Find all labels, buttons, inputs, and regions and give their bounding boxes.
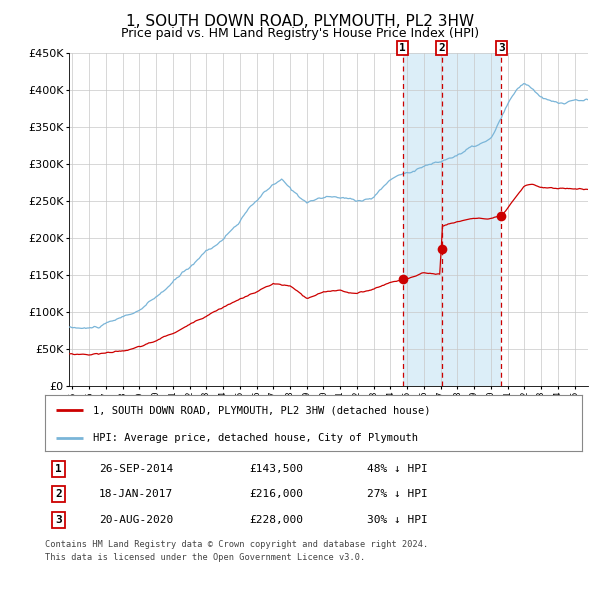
Text: 1: 1 bbox=[399, 43, 406, 53]
Text: Price paid vs. HM Land Registry's House Price Index (HPI): Price paid vs. HM Land Registry's House … bbox=[121, 27, 479, 40]
Text: 48% ↓ HPI: 48% ↓ HPI bbox=[367, 464, 428, 474]
Text: 1: 1 bbox=[55, 464, 62, 474]
Text: 26-SEP-2014: 26-SEP-2014 bbox=[98, 464, 173, 474]
Text: HPI: Average price, detached house, City of Plymouth: HPI: Average price, detached house, City… bbox=[94, 433, 418, 443]
Text: £143,500: £143,500 bbox=[249, 464, 303, 474]
Text: £228,000: £228,000 bbox=[249, 514, 303, 525]
Text: 2: 2 bbox=[438, 43, 445, 53]
Text: 2: 2 bbox=[55, 489, 62, 499]
Text: 1, SOUTH DOWN ROAD, PLYMOUTH, PL2 3HW (detached house): 1, SOUTH DOWN ROAD, PLYMOUTH, PL2 3HW (d… bbox=[94, 405, 431, 415]
Text: 3: 3 bbox=[498, 43, 505, 53]
Text: 30% ↓ HPI: 30% ↓ HPI bbox=[367, 514, 428, 525]
Bar bbox=[403, 53, 502, 386]
Text: 3: 3 bbox=[55, 514, 62, 525]
Text: This data is licensed under the Open Government Licence v3.0.: This data is licensed under the Open Gov… bbox=[45, 553, 365, 562]
Text: 1, SOUTH DOWN ROAD, PLYMOUTH, PL2 3HW: 1, SOUTH DOWN ROAD, PLYMOUTH, PL2 3HW bbox=[126, 14, 474, 28]
Text: 27% ↓ HPI: 27% ↓ HPI bbox=[367, 489, 428, 499]
Text: 20-AUG-2020: 20-AUG-2020 bbox=[98, 514, 173, 525]
Text: 18-JAN-2017: 18-JAN-2017 bbox=[98, 489, 173, 499]
Text: Contains HM Land Registry data © Crown copyright and database right 2024.: Contains HM Land Registry data © Crown c… bbox=[45, 540, 428, 549]
Text: £216,000: £216,000 bbox=[249, 489, 303, 499]
